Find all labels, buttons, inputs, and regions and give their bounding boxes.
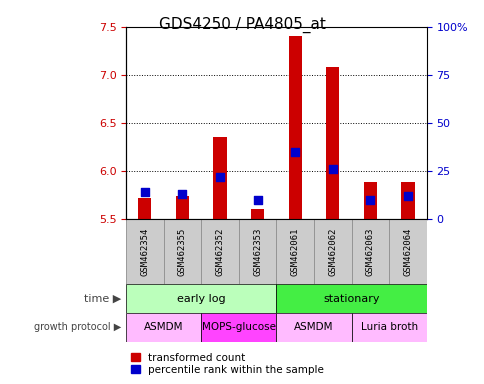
- Bar: [351, 313, 426, 342]
- Point: [366, 197, 374, 203]
- Text: GSM462061: GSM462061: [290, 227, 299, 276]
- Bar: [313, 219, 351, 284]
- Bar: [363, 182, 376, 219]
- Bar: [276, 219, 313, 284]
- Text: GSM462063: GSM462063: [365, 227, 374, 276]
- Point: [291, 149, 299, 155]
- Text: time ▶: time ▶: [84, 293, 121, 304]
- Text: early log: early log: [177, 293, 225, 304]
- Legend: transformed count, percentile rank within the sample: transformed count, percentile rank withi…: [131, 353, 323, 375]
- Bar: [276, 313, 351, 342]
- Bar: [201, 313, 276, 342]
- Text: MOPS-glucose: MOPS-glucose: [201, 322, 275, 333]
- Bar: [213, 137, 226, 219]
- Bar: [126, 284, 276, 313]
- Bar: [388, 219, 426, 284]
- Point: [141, 189, 149, 195]
- Point: [403, 193, 411, 199]
- Point: [178, 191, 186, 197]
- Bar: [176, 196, 189, 219]
- Point: [328, 166, 336, 172]
- Bar: [163, 219, 201, 284]
- Bar: [288, 36, 301, 219]
- Text: GSM462064: GSM462064: [403, 227, 412, 276]
- Text: GSM462354: GSM462354: [140, 227, 149, 276]
- Bar: [201, 219, 238, 284]
- Bar: [276, 284, 426, 313]
- Text: GSM462352: GSM462352: [215, 227, 224, 276]
- Text: GSM462062: GSM462062: [328, 227, 337, 276]
- Text: GSM462353: GSM462353: [253, 227, 262, 276]
- Bar: [251, 209, 264, 219]
- Bar: [126, 219, 164, 284]
- Text: GDS4250 / PA4805_at: GDS4250 / PA4805_at: [159, 17, 325, 33]
- Bar: [138, 198, 151, 219]
- Bar: [126, 313, 201, 342]
- Text: Luria broth: Luria broth: [360, 322, 417, 333]
- Point: [216, 174, 224, 180]
- Bar: [326, 67, 339, 219]
- Text: GSM462355: GSM462355: [178, 227, 187, 276]
- Bar: [401, 182, 414, 219]
- Bar: [351, 219, 388, 284]
- Text: ASMDM: ASMDM: [294, 322, 333, 333]
- Point: [253, 197, 261, 203]
- Text: growth protocol ▶: growth protocol ▶: [34, 322, 121, 333]
- Text: ASMDM: ASMDM: [144, 322, 183, 333]
- Text: stationary: stationary: [323, 293, 379, 304]
- Bar: [238, 219, 276, 284]
